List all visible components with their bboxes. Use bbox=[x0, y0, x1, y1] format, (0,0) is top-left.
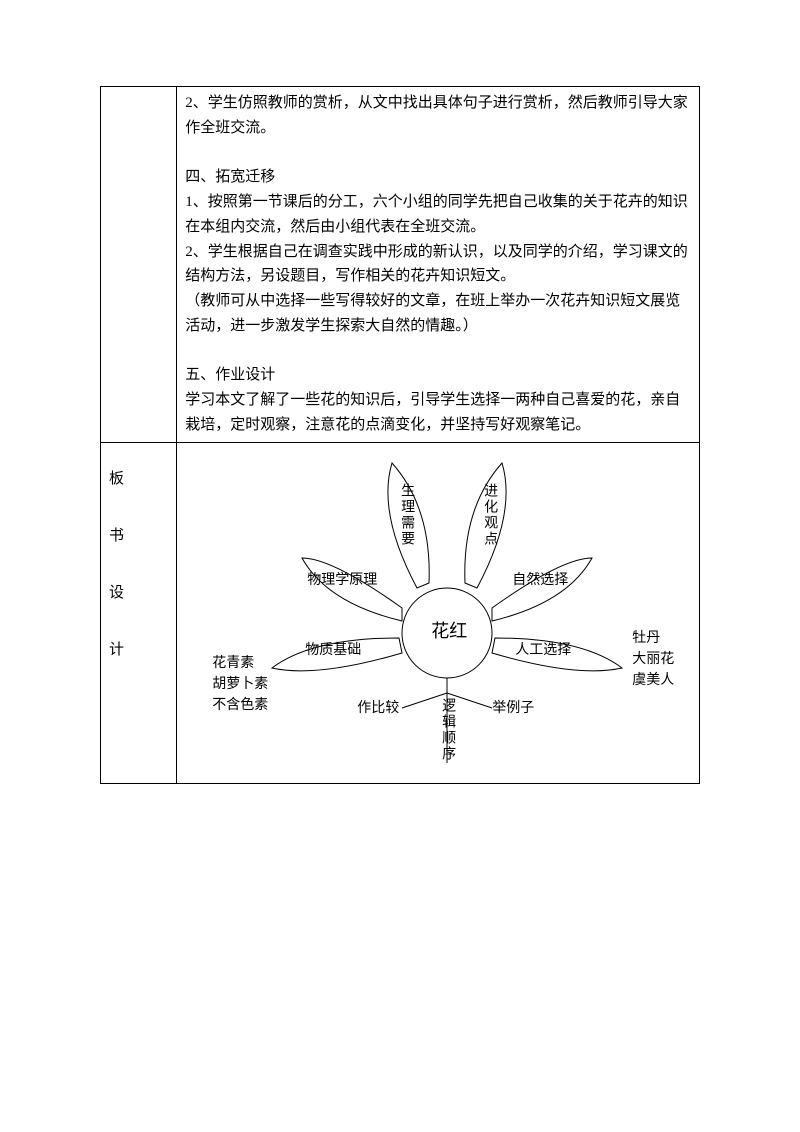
lesson-plan-table: 2、学生仿照教师的赏析，从文中找出具体句子进行赏析，然后教师引导大家作全班交流。… bbox=[100, 86, 700, 784]
paragraph-homework: 学习本文了解了一些花的知识后，引导学生选择一两种自己喜爱的花，亲自栽培，定时观察… bbox=[185, 388, 691, 438]
paragraph-writing-task: 2、学生根据自己在调查实践中形成的新认识，以及同学的介绍，学习课文的结构方法，另… bbox=[185, 240, 691, 290]
row1-content-cell: 2、学生仿照教师的赏析，从文中找出具体句子进行赏析，然后教师引导大家作全班交流。… bbox=[177, 87, 700, 443]
paragraph-appreciation: 2、学生仿照教师的赏析，从文中找出具体句子进行赏析，然后教师引导大家作全班交流。 bbox=[185, 91, 691, 141]
petal-label-natural-selection: 自然选择 bbox=[512, 573, 568, 590]
board-design-diagram-cell: 花红 生理需要 进化观点 物理学原理 自然选择 物质基础 人工选择 花青素 胡萝… bbox=[177, 442, 700, 783]
label-char-2: 书 bbox=[109, 508, 176, 565]
paragraph-group-share: 1、按照第一节课后的分工，六个小组的同学先把自己收集的关于花卉的知识在本组内交流… bbox=[185, 190, 691, 240]
center-label: 花红 bbox=[431, 621, 467, 643]
flower-diagram: 花红 生理需要 进化观点 物理学原理 自然选择 物质基础 人工选择 花青素 胡萝… bbox=[177, 443, 707, 783]
petal-label-physics: 物理学原理 bbox=[307, 573, 377, 590]
heading-section-4: 四、拓宽迁移 bbox=[185, 165, 691, 190]
label-char-1: 板 bbox=[109, 451, 176, 508]
board-design-label-cell: 板 书 设 计 bbox=[101, 442, 177, 783]
paragraph-teacher-note: （教师可从中选择一些写得较好的文章，在班上举办一次花卉知识短文展览活动，进一步激… bbox=[185, 289, 691, 339]
right-side-note: 牡丹 大丽花 虞美人 bbox=[632, 628, 674, 691]
label-char-4: 计 bbox=[109, 622, 176, 679]
row1-label-cell bbox=[101, 87, 177, 443]
petal-label-material-basis: 物质基础 bbox=[305, 643, 361, 660]
heading-section-5: 五、作业设计 bbox=[185, 363, 691, 388]
label-char-3: 设 bbox=[109, 565, 176, 622]
petal-label-evolution: 进化观点 bbox=[480, 483, 497, 547]
petal-label-artificial-selection: 人工选择 bbox=[515, 643, 571, 660]
left-side-note: 花青素 胡萝卜素 不含色素 bbox=[212, 653, 268, 716]
stem-label-logic: 逻辑顺序 bbox=[438, 698, 455, 762]
stem-label-compare: 作比较 bbox=[357, 701, 399, 718]
petal-label-physiology: 生理需要 bbox=[397, 483, 414, 547]
stem-label-example: 举例子 bbox=[492, 701, 534, 718]
